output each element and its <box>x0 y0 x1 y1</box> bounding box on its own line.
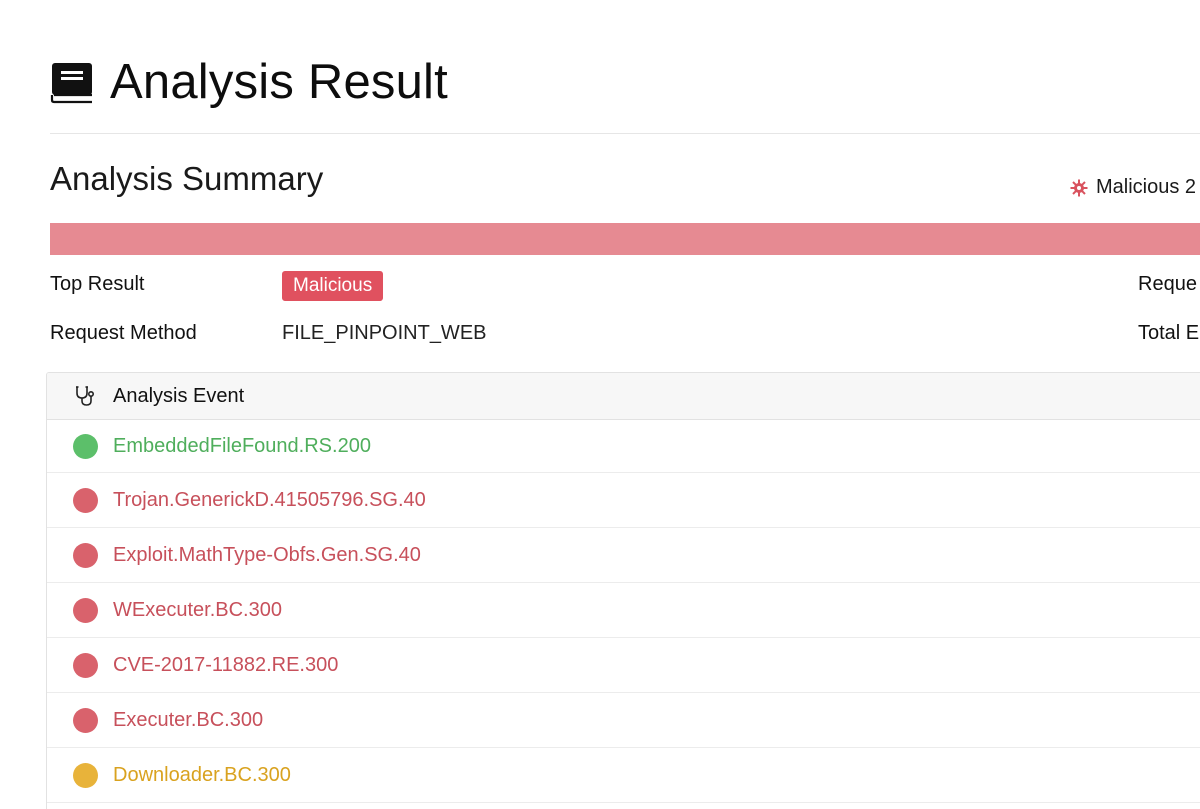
status-dot-malicious <box>73 487 98 513</box>
event-name[interactable]: Downloader.BC.300 <box>113 763 291 786</box>
event-name[interactable]: CVE-2017-11882.RE.300 <box>113 653 339 676</box>
event-name[interactable]: EmbeddedFileFound.RS.200 <box>113 434 371 457</box>
top-result-label: Top Result <box>50 273 145 295</box>
gear-icon <box>1070 179 1088 197</box>
total-label-right: Total E <box>1138 322 1200 344</box>
page-title: Analysis Result <box>110 55 448 109</box>
malicious-count-label: Malicious 2 <box>1096 176 1197 198</box>
event-row[interactable]: EmbeddedFileFound.RS.200 <box>47 420 1200 473</box>
event-name[interactable]: Executer.BC.300 <box>113 708 264 731</box>
event-name[interactable]: WExecuter.BC.300 <box>113 598 282 621</box>
summary-title: Analysis Summary <box>50 160 324 197</box>
request-label-right: Reque <box>1138 273 1197 295</box>
result-bar <box>50 223 1200 255</box>
event-row[interactable]: Exploit.MathType-Obfs.Gen.SG.40 <box>47 528 1200 583</box>
request-method-label: Request Method <box>50 322 197 344</box>
book-icon <box>50 60 94 104</box>
page-header: Analysis Result <box>50 52 448 112</box>
request-method-value: FILE_PINPOINT_WEB <box>282 322 487 344</box>
status-dot-benign <box>73 433 98 459</box>
status-dot-malicious <box>73 542 98 568</box>
analysis-event-panel: Analysis Event EmbeddedFileFound.RS.200 T… <box>46 372 1200 809</box>
status-badge: Malicious <box>282 271 384 301</box>
event-name[interactable]: Trojan.GenerickD.41505796.SG.40 <box>113 488 426 511</box>
event-row[interactable]: CVE-2017-11882.RE.300 <box>47 638 1200 693</box>
event-row[interactable]: WExecuter.BC.300 <box>47 583 1200 638</box>
status-dot-malicious <box>73 597 98 623</box>
event-row[interactable]: Trojan.GenerickD.41505796.SG.40 <box>47 473 1200 528</box>
stethoscope-icon <box>73 384 97 408</box>
malicious-count: Malicious 2 <box>1070 176 1196 199</box>
event-name[interactable]: Exploit.MathType-Obfs.Gen.SG.40 <box>113 543 421 566</box>
event-list: EmbeddedFileFound.RS.200 Trojan.GenerickD… <box>47 420 1200 803</box>
analysis-event-header: Analysis Event <box>47 373 1200 420</box>
event-row[interactable]: Executer.BC.300 <box>47 693 1200 748</box>
event-row[interactable]: Downloader.BC.300 <box>47 748 1200 803</box>
status-dot-suspicious <box>73 762 98 788</box>
status-dot-malicious <box>73 652 98 678</box>
status-dot-malicious <box>73 707 98 733</box>
header-divider <box>50 133 1200 134</box>
analysis-event-title: Analysis Event <box>113 384 245 407</box>
